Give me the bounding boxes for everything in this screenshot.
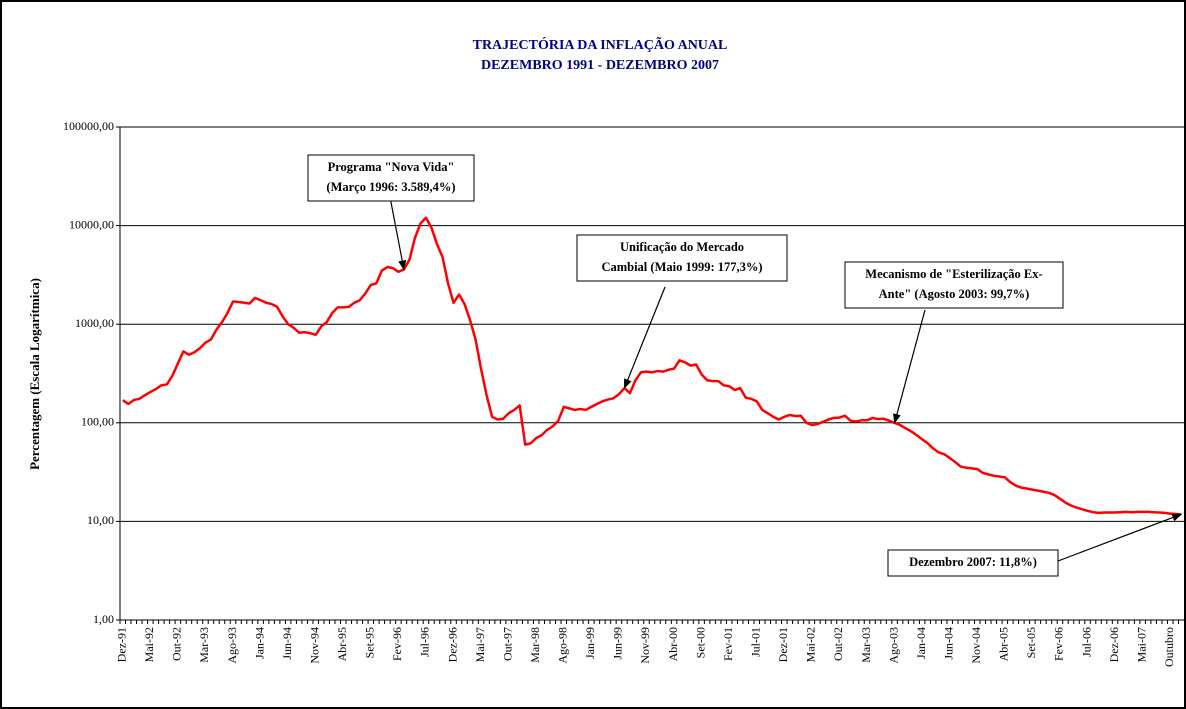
annotation-text: Programa "Nova Vida"	[328, 160, 455, 174]
x-tick-label: Fev-01	[721, 627, 735, 661]
annotation-box	[307, 154, 475, 202]
y-tick-label: 10000,00	[69, 217, 114, 231]
x-tick-label: Dez-96	[445, 627, 459, 662]
y-tick-label: 10,00	[87, 513, 114, 527]
x-tick-label: Outubro	[1162, 627, 1176, 667]
x-tick-label: Mai-92	[142, 627, 156, 662]
x-tick-label: Nov-99	[638, 627, 652, 664]
x-tick-label: Nov-94	[307, 627, 321, 664]
annotation-box	[844, 261, 1064, 309]
x-tick-label: Dez-01	[776, 627, 790, 662]
y-tick-label: 100,00	[81, 415, 114, 429]
x-tick-label: Jan-99	[583, 627, 597, 659]
annotation-text: Ante" (Agosto 2003: 99,7%)	[879, 287, 1030, 301]
x-tick-label: Jul-06	[1079, 627, 1093, 657]
x-tick-label: Jan-94	[252, 627, 266, 659]
annotation-text: Unificação do Mercado	[620, 240, 744, 254]
x-tick-label: Jan-04	[914, 627, 928, 659]
x-tick-label: Jul-96	[418, 627, 432, 657]
x-tick-label: Mar-03	[859, 627, 873, 663]
annotation-text: Dezembro 2007: 11,8%)	[909, 555, 1037, 569]
x-tick-label: Abr-95	[335, 627, 349, 661]
x-tick-label: Set-05	[1024, 627, 1038, 658]
x-tick-label: Abr-05	[997, 627, 1011, 661]
annotation-arrow	[1057, 513, 1183, 562]
annotation-text: (Março 1996: 3.589,4%)	[326, 180, 455, 194]
x-tick-label: Fev-06	[1052, 627, 1066, 661]
x-tick-label: Ago-93	[225, 627, 239, 664]
annotation-arrow	[389, 196, 407, 271]
x-tick-label: Jun-04	[941, 627, 955, 660]
x-tick-label: Mar-98	[528, 627, 542, 663]
x-tick-label: Ago-03	[886, 627, 900, 664]
x-tick-label: Set-95	[363, 627, 377, 658]
y-tick-label: 100000,00	[63, 119, 114, 133]
y-tick-label: 1,00	[93, 612, 114, 626]
x-tick-label: Out-02	[831, 627, 845, 661]
x-tick-label: Mar-93	[197, 627, 211, 663]
x-tick-label: Jul-01	[748, 627, 762, 657]
x-tick-label: Ago-98	[556, 627, 570, 664]
annotation-arrow	[893, 309, 926, 424]
x-tick-label: Mai-07	[1134, 627, 1148, 662]
x-tick-label: Out-92	[170, 627, 184, 661]
annotation-text: Mecanismo de "Esterilização Ex-	[865, 267, 1042, 281]
x-tick-label: Set-00	[693, 627, 707, 658]
annotation-box	[887, 549, 1059, 577]
x-tick-label: Dez-91	[115, 627, 129, 662]
annotation-text: Cambial (Maio 1999: 177,3%)	[601, 260, 762, 274]
x-tick-label: Mai-97	[473, 627, 487, 662]
y-tick-label: 1000,00	[75, 316, 114, 330]
x-tick-label: Jun-99	[611, 627, 625, 660]
data-line	[122, 216, 1182, 516]
x-tick-label: Nov-04	[969, 627, 983, 664]
x-tick-label: Abr-00	[666, 627, 680, 661]
x-tick-label: Jun-94	[280, 627, 294, 660]
x-tick-label: Out-97	[500, 627, 514, 661]
chart-subtitle: DEZEMBRO 1991 - DEZEMBRO 2007	[481, 58, 719, 73]
annotation-arrow	[623, 286, 666, 390]
x-tick-label: Dez-06	[1107, 627, 1121, 662]
x-tick-label: Mai-02	[804, 627, 818, 662]
y-axis-label: Percentagem (Escala Logarítmica)	[27, 278, 42, 470]
annotation-box	[576, 234, 788, 282]
chart-title: TRAJECTÓRIA DA INFLAÇÃO ANUAL	[473, 35, 728, 53]
x-tick-label: Fev-96	[390, 627, 404, 661]
